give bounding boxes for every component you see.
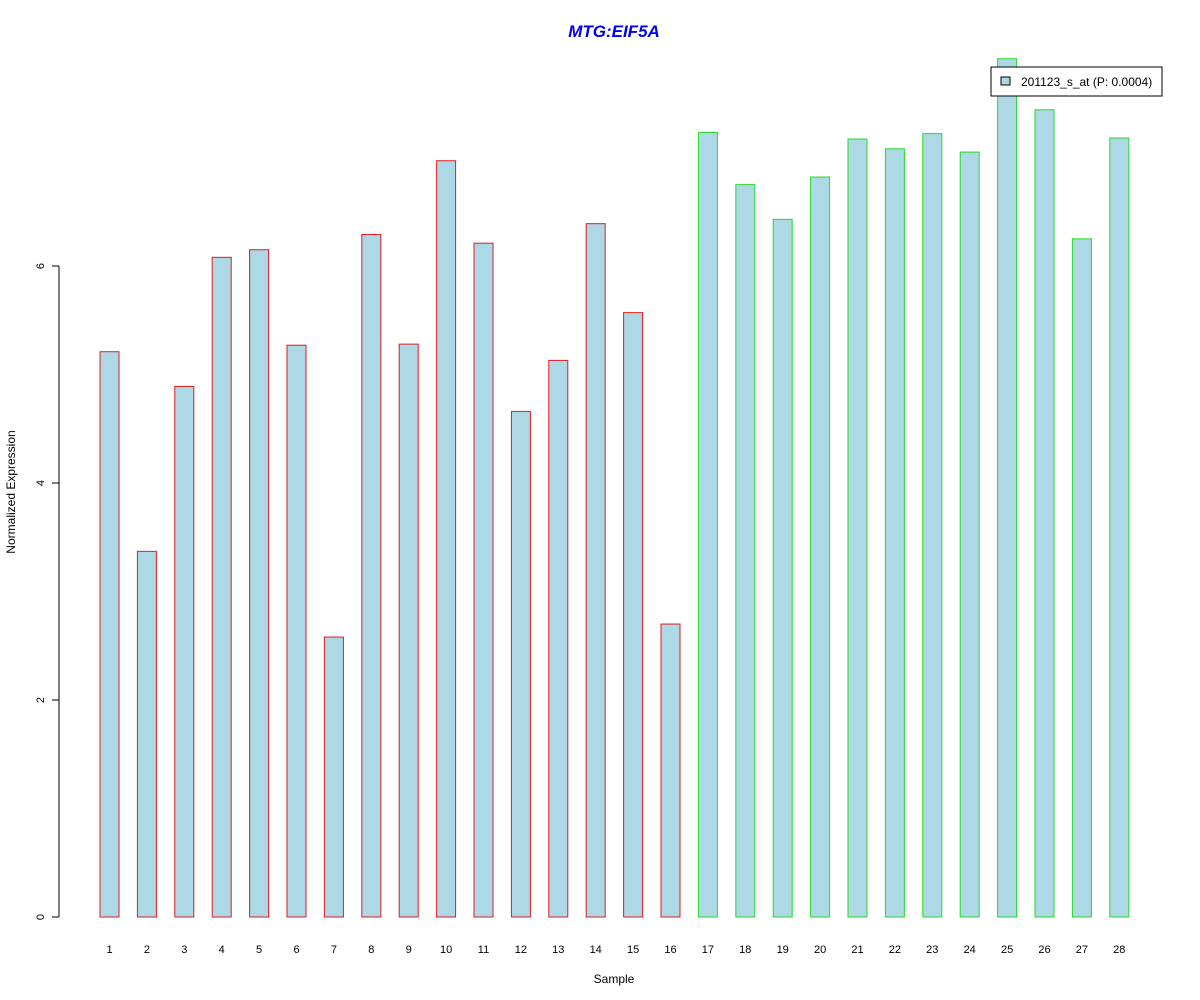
legend-swatch [1000, 76, 1011, 86]
x-tick-label: 14 [590, 944, 602, 956]
x-tick-label: 9 [406, 944, 412, 956]
x-tick-label: 4 [219, 944, 225, 956]
bar-sample-20 [810, 176, 831, 918]
bar-sample-24 [959, 151, 980, 918]
y-tick-label: 0 [35, 914, 47, 920]
bar-sample-15 [623, 312, 644, 918]
bar-sample-13 [548, 359, 569, 918]
legend: 201123_s_at (P: 0.0004) [990, 66, 1163, 97]
x-tick-label: 6 [293, 944, 299, 956]
x-tick-labels: 1 2 3 4 5 6 7 8 9 10 11 12 13 14 15 16 17 18 19 20 21 22 23 24 2… [106, 944, 1125, 956]
x-tick-label: 18 [739, 944, 751, 956]
x-tick-label: 1 [106, 944, 112, 956]
y-tick-label: 6 [35, 263, 47, 269]
x-tick-label: 17 [702, 944, 714, 956]
x-tick-label: 20 [814, 944, 826, 956]
x-tick-label: 19 [777, 944, 789, 956]
x-tick-label: 23 [926, 944, 938, 956]
legend-box [990, 66, 1163, 97]
bar-sample-26 [1034, 109, 1055, 918]
bar-sample-27 [1071, 238, 1092, 918]
bar-sample-4 [211, 256, 232, 918]
bar-sample-9 [398, 343, 419, 918]
x-tick-label: 10 [440, 944, 452, 956]
bar-sample-10 [436, 160, 457, 918]
bar-sample-12 [510, 410, 531, 918]
y-axis-label: Normalized Expression [4, 430, 18, 553]
x-tick-label: 25 [1001, 944, 1013, 956]
bar-sample-2 [136, 550, 157, 918]
x-tick-label: 11 [478, 944, 489, 956]
y-tick-label: 4 [35, 480, 47, 486]
bar-sample-14 [585, 223, 606, 918]
x-tick-label: 12 [515, 944, 527, 956]
bar-sample-19 [772, 218, 793, 918]
bar-sample-6 [286, 344, 307, 918]
y-axis: 0 2 4 6 [35, 263, 60, 920]
x-tick-label: 22 [889, 944, 901, 956]
bar-sample-1 [99, 351, 120, 918]
x-tick-label: 26 [1038, 944, 1050, 956]
x-tick-label: 2 [144, 944, 150, 956]
bars [99, 58, 1130, 918]
x-tick-label: 7 [331, 944, 337, 956]
x-tick-label: 15 [627, 944, 639, 956]
x-tick-label: 16 [664, 944, 676, 956]
x-tick-label: 24 [964, 944, 976, 956]
x-tick-label: 3 [181, 944, 187, 956]
y-tick-label: 2 [35, 697, 47, 703]
x-tick-label: 8 [368, 944, 374, 956]
bar-sample-16 [660, 623, 681, 918]
x-tick-label: 28 [1113, 944, 1125, 956]
bar-sample-7 [323, 636, 344, 918]
chart-title: MTG:EIF5A [568, 22, 660, 41]
x-tick-label: 13 [552, 944, 564, 956]
bar-sample-8 [361, 234, 382, 918]
x-axis-label: Sample [594, 972, 635, 986]
bar-sample-23 [922, 133, 943, 918]
bar-sample-17 [697, 132, 718, 918]
x-tick-label: 5 [256, 944, 262, 956]
bar-sample-22 [884, 148, 905, 918]
x-tick-label: 21 [851, 944, 863, 956]
bar-sample-18 [735, 184, 756, 918]
bar-sample-28 [1109, 137, 1130, 918]
bar-sample-11 [473, 242, 494, 918]
x-tick-label: 27 [1076, 944, 1088, 956]
bar-sample-5 [249, 249, 270, 918]
bar-sample-25 [997, 58, 1018, 918]
bar-sample-21 [847, 138, 868, 918]
bar-sample-3 [174, 385, 195, 918]
legend-label: 201123_s_at (P: 0.0004) [1021, 75, 1152, 89]
